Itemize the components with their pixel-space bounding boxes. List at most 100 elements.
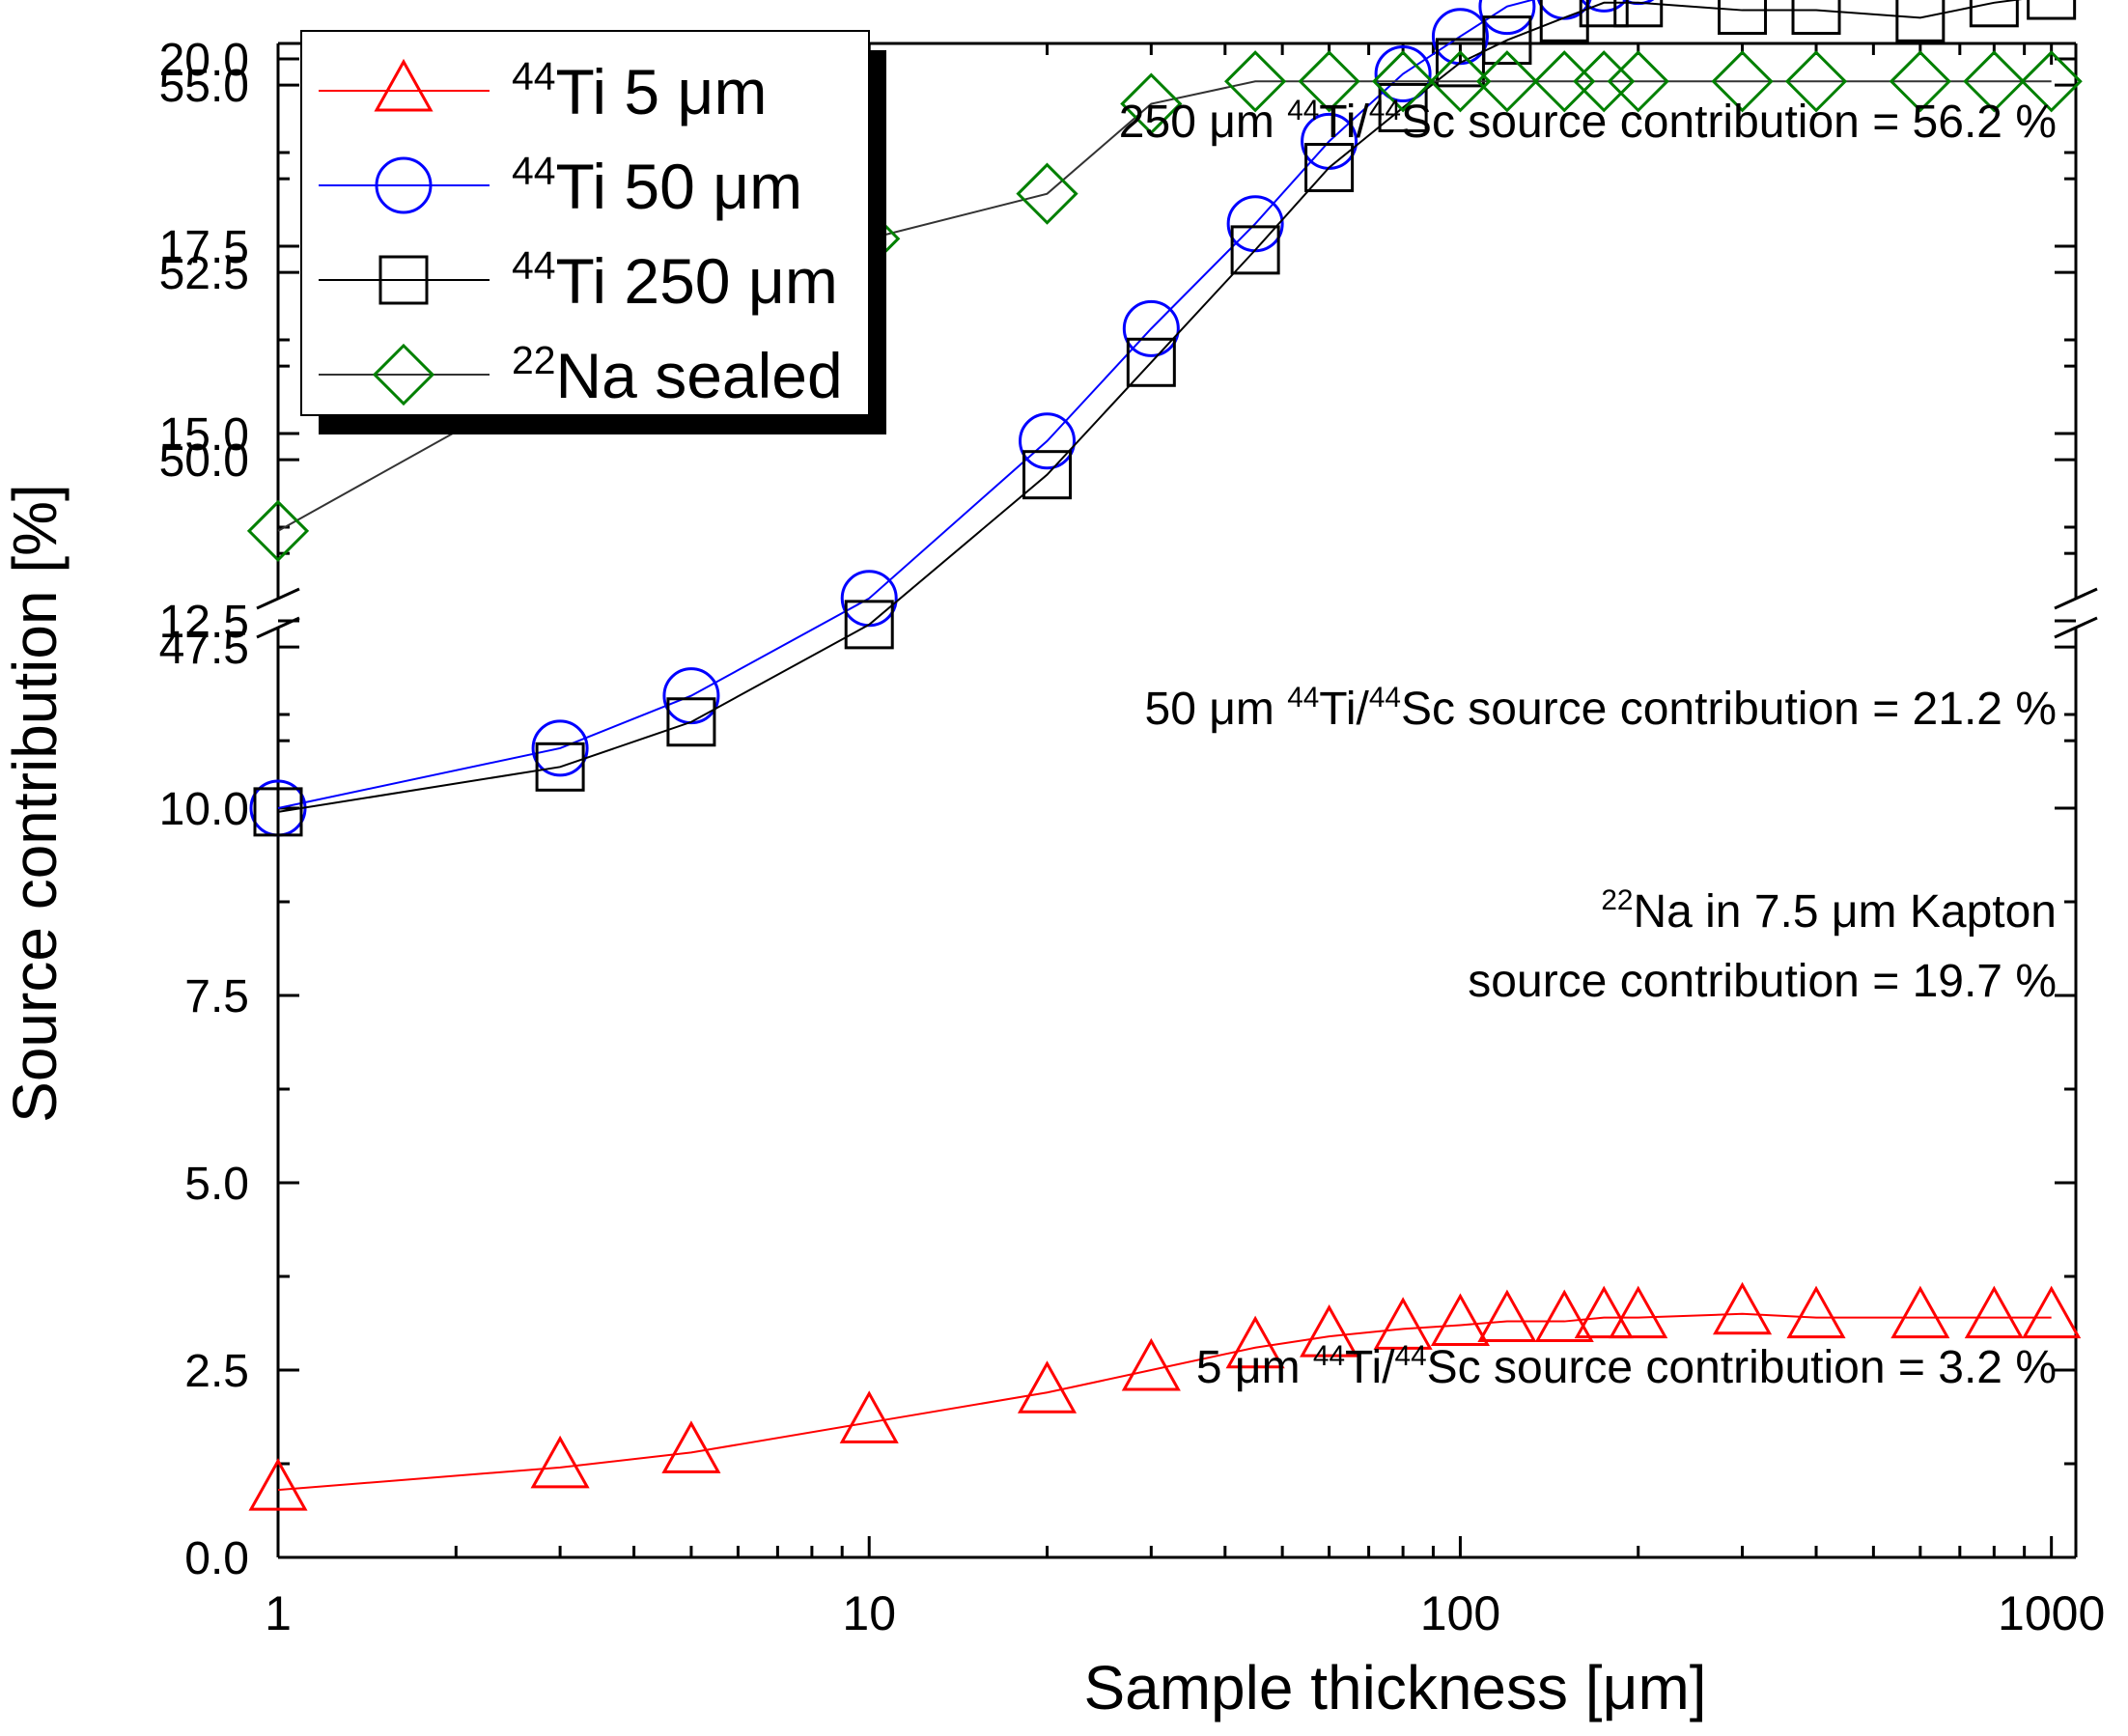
data-point <box>1580 0 1628 13</box>
series-0 <box>248 1281 2082 1511</box>
data-point <box>1539 0 1589 42</box>
data-point <box>1478 0 1536 36</box>
axis-ticks: 1 10 100 1000 0.0 2.5 5.0 7.5 10.0 12.5 15.0 17.5 20… <box>159 35 2106 1640</box>
x-axis-label: Sample thickness [μm] <box>1083 1653 1706 1722</box>
data-point <box>1890 1285 1950 1339</box>
data-point <box>1224 50 1287 113</box>
data-point <box>1895 0 1946 42</box>
y-tick-label: 55.0 <box>159 61 249 112</box>
data-point <box>2022 1285 2082 1339</box>
y-tick-label: 7.5 <box>184 971 249 1022</box>
data-point <box>1607 50 1669 113</box>
series-line <box>277 1312 2052 1492</box>
data-point <box>1609 1285 1668 1339</box>
axis-break-mark <box>256 587 300 610</box>
y-tick-label: 52.5 <box>159 248 249 299</box>
y-axis-label: Source contribution [%] <box>0 484 70 1123</box>
data-point <box>1373 1297 1433 1350</box>
data-point <box>839 1390 899 1443</box>
data-point <box>1378 82 1428 132</box>
data-point <box>1429 50 1492 113</box>
data-point <box>1718 0 1768 36</box>
data-point <box>1574 1285 1634 1339</box>
legend-box <box>300 30 870 416</box>
legend-marker <box>375 156 433 214</box>
series-line <box>277 0 2023 813</box>
data-point <box>1300 1304 1359 1358</box>
legend: 44Ti 5 μm 44Ti 50 μm 44Ti 250 μm 22Na seale… <box>300 30 886 434</box>
data-point <box>1126 337 1176 387</box>
legend-marker <box>372 343 435 406</box>
data-point <box>248 1458 308 1511</box>
data-point <box>2027 0 2077 20</box>
data-point <box>1573 50 1636 113</box>
data-point <box>1022 450 1073 500</box>
annotations: 250 μm 44Ti/44Sc source contribution = 5… <box>1119 95 2057 1393</box>
data-point <box>1475 50 1539 113</box>
data-point <box>253 787 303 837</box>
data-point <box>1712 1281 1773 1335</box>
y-tick-label: 2.5 <box>184 1346 249 1397</box>
data-point <box>1482 15 1532 66</box>
y-tick-label: 5.0 <box>184 1159 249 1210</box>
data-point <box>1304 143 1355 193</box>
data-point <box>1579 0 1629 28</box>
y-tick-label: 47.5 <box>159 623 249 674</box>
data-point <box>1963 50 2026 113</box>
y-tick-label: 50.0 <box>159 435 249 487</box>
data-point <box>1786 1285 1846 1339</box>
data-point <box>1017 1360 1078 1414</box>
data-point <box>661 1420 721 1473</box>
y-tick-label: 10.0 <box>159 784 249 835</box>
legend-label: 44Ti 5 μm <box>512 54 767 127</box>
legend-label: 44Ti 50 μm <box>512 149 802 222</box>
data-point <box>1019 412 1077 470</box>
data-point <box>535 742 585 792</box>
y-tick-label: 12.5 <box>159 597 249 648</box>
data-point <box>1122 299 1180 357</box>
y-tick-label: 20.0 <box>159 35 249 86</box>
annotation-text: source contribution = 19.7 % <box>1468 956 2057 1007</box>
data-point <box>1964 1285 2024 1339</box>
data-point <box>1711 50 1774 113</box>
legend-marker <box>378 255 429 305</box>
data-point <box>1225 1315 1285 1369</box>
x-tick-label: 100 <box>1420 1586 1500 1640</box>
x-tick-label: 10 <box>842 1586 896 1640</box>
data-point <box>1230 225 1280 275</box>
data-point <box>1791 0 1841 36</box>
data-point <box>1477 1289 1537 1343</box>
series-layer <box>246 0 2083 1511</box>
x-tick-label: 1000 <box>1998 1586 2105 1640</box>
annotation-text: 250 μm 44Ti/44Sc source contribution = 5… <box>1119 95 2057 148</box>
y-tick-label: 15.0 <box>159 409 249 461</box>
data-point <box>666 697 716 747</box>
y-tick-label: 0.0 <box>184 1533 249 1584</box>
data-point <box>1969 0 2019 28</box>
data-point <box>530 1435 590 1489</box>
x-tick-label: 1 <box>265 1586 292 1640</box>
data-point <box>844 600 894 650</box>
series-2 <box>253 0 2077 837</box>
data-point <box>1889 50 1951 113</box>
annotation-text: 5 μm 44Ti/44Sc source contribution = 3.2… <box>1196 1340 2057 1393</box>
legend-marker <box>374 58 434 112</box>
data-point <box>1120 72 1183 135</box>
annotation-text: 22Na in 7.5 μm Kapton <box>1601 884 2057 938</box>
data-point <box>1371 50 1435 113</box>
data-point <box>1374 45 1432 103</box>
data-point <box>2020 50 2083 113</box>
axis-break-mark <box>2054 587 2098 610</box>
data-point <box>1430 1293 1490 1346</box>
data-point <box>1121 1337 1181 1391</box>
data-point <box>246 499 310 563</box>
series-line <box>277 0 1536 809</box>
data-point <box>1016 162 1078 225</box>
data-point <box>1534 1289 1594 1343</box>
data-point <box>531 719 589 777</box>
data-point <box>1784 50 1848 113</box>
annotation-text: 50 μm 44Ti/44Sc source contribution = 21… <box>1145 682 2058 735</box>
data-point <box>1298 50 1360 113</box>
data-point <box>1613 0 1664 28</box>
